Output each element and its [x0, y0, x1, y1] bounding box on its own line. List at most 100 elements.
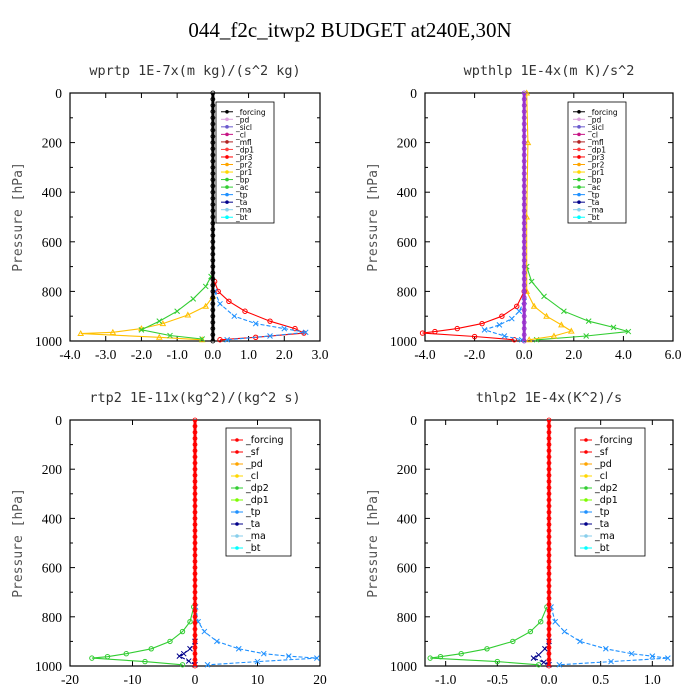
data-point: [546, 639, 552, 644]
legend-entry: _ta: [594, 519, 609, 530]
data-point: [521, 171, 527, 177]
data-point: [192, 479, 198, 484]
x-tick-label: -4.0: [59, 347, 81, 362]
legend-entry: _pr2: [587, 161, 605, 170]
y-tick-label: 400: [42, 511, 63, 526]
data-point: [192, 485, 198, 491]
data-point: [281, 325, 288, 332]
page-title: 044_f2c_itwp2 BUDGET at240E,30N: [188, 18, 512, 42]
legend-marker: [584, 498, 588, 502]
legend-entry: _ta: [235, 198, 247, 207]
legend-entry: _forcing: [245, 435, 284, 446]
data-point: [210, 208, 216, 214]
legend-marker: [577, 215, 581, 220]
data-point: [210, 245, 216, 251]
data-point: [567, 327, 575, 334]
legend-marker: [225, 109, 229, 114]
legend-marker: [225, 177, 229, 182]
data-point: [546, 559, 552, 564]
plot-panel-4: thlp2 1E-4x(K^2)/s Pressure [hPa] 0 200 400 6…: [366, 390, 674, 687]
y-tick-label: 800: [42, 610, 63, 625]
data-point: [546, 583, 552, 589]
legend-entry: _bt: [245, 543, 261, 554]
data-point: [155, 333, 163, 340]
data-point: [179, 628, 186, 635]
data-point: [543, 312, 550, 319]
legend-entry: _forcing: [594, 435, 633, 446]
data-point: [210, 177, 216, 183]
legend-entry: _dp1: [594, 495, 618, 506]
data-point: [521, 158, 527, 164]
data-point: [192, 663, 198, 669]
data-point: [192, 620, 198, 626]
data-point: [521, 183, 527, 189]
data-point: [156, 318, 163, 325]
legend-marker: [577, 109, 581, 114]
legend-entry: _ta: [245, 519, 260, 530]
data-point: [550, 332, 558, 339]
data-point: [224, 336, 230, 343]
data-point: [77, 330, 85, 337]
data-point: [235, 645, 242, 652]
data-point: [210, 127, 216, 133]
data-point: [521, 96, 527, 102]
legend-marker: [584, 534, 588, 538]
legend-entry: _pr2: [235, 161, 253, 170]
series-line: [526, 92, 573, 341]
data-point: [192, 503, 198, 509]
legend-entry: _pd: [587, 115, 602, 124]
x-tick-label: -2.0: [464, 347, 486, 362]
y-tick-label: 200: [397, 136, 418, 151]
data-point: [546, 436, 552, 441]
legend-marker: [235, 438, 239, 442]
data-point: [210, 214, 216, 220]
data-point: [210, 313, 216, 319]
data-point: [179, 662, 186, 668]
data-point: [192, 472, 198, 478]
data-point: [192, 460, 198, 466]
data-point: [210, 109, 216, 114]
legend-marker: [225, 200, 229, 204]
data-point: [210, 96, 216, 102]
legend-marker: [577, 177, 581, 182]
data-point: [192, 645, 198, 650]
data-point: [521, 177, 527, 183]
legend-entry: _mfl: [235, 138, 252, 147]
legend-entry: _sicl: [235, 123, 252, 132]
data-point: [192, 583, 198, 589]
data-point: [535, 652, 542, 658]
data-point: [192, 608, 198, 614]
data-point: [546, 546, 552, 552]
x-tick-label: -4.0: [414, 347, 436, 362]
data-point: [521, 233, 527, 239]
x-tick-label: 0.5: [592, 672, 609, 687]
data-point: [546, 509, 552, 515]
legend-marker: [577, 132, 581, 137]
data-point: [210, 288, 216, 294]
data-point: [484, 646, 490, 652]
data-point: [192, 559, 198, 564]
legend-marker: [225, 192, 229, 197]
data-point: [530, 302, 538, 309]
data-point: [210, 152, 216, 158]
data-point: [192, 522, 198, 527]
legend-entry: _tp: [594, 507, 610, 518]
data-point: [419, 330, 426, 336]
data-point: [192, 417, 198, 423]
data-point: [210, 307, 216, 313]
data-point: [546, 626, 552, 632]
data-point: [628, 650, 635, 657]
data-point: [231, 313, 238, 320]
y-tick-label: 1000: [35, 659, 62, 674]
plot-title: rtp2 1E-11x(kg^2)/(kg^2 s): [89, 390, 300, 406]
data-point: [516, 308, 523, 315]
x-tick-label: 0.0: [204, 347, 221, 362]
series-line: [178, 641, 196, 666]
series-line: [422, 291, 525, 341]
legend-marker: [235, 486, 239, 490]
data-point: [546, 516, 552, 521]
legend-marker: [577, 147, 581, 152]
legend-entry: _dp2: [594, 483, 618, 494]
data-point: [546, 608, 552, 614]
legend-marker: [235, 450, 239, 454]
